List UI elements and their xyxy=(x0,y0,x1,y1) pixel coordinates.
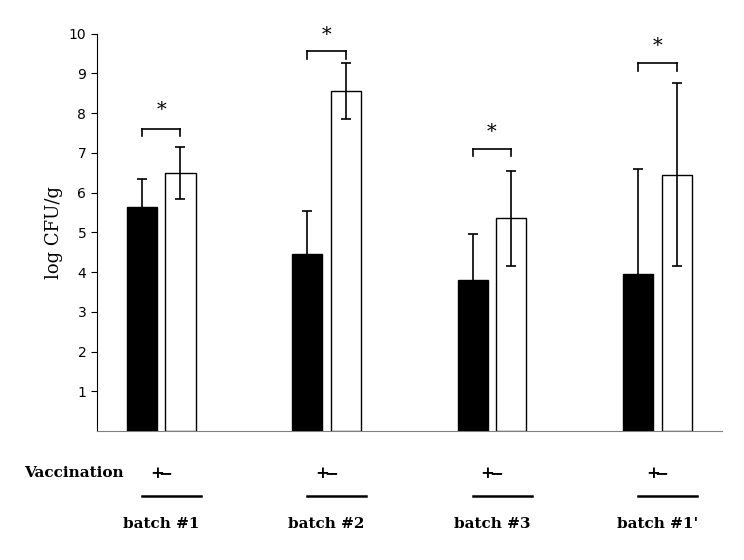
Text: −: − xyxy=(158,465,173,482)
Bar xyxy=(496,218,526,431)
Text: batch #3: batch #3 xyxy=(454,516,530,531)
Text: +: + xyxy=(646,465,660,482)
Text: *: * xyxy=(321,26,331,44)
Text: −: − xyxy=(324,465,338,482)
Text: *: * xyxy=(652,38,662,55)
Text: +: + xyxy=(315,465,329,482)
Bar xyxy=(331,91,361,431)
Text: batch #1': batch #1' xyxy=(617,516,698,531)
Text: *: * xyxy=(487,123,497,141)
Bar xyxy=(126,207,157,431)
Text: +: + xyxy=(150,465,164,482)
Text: −: − xyxy=(655,465,668,482)
Text: batch #2: batch #2 xyxy=(289,516,365,531)
Bar xyxy=(458,280,487,431)
Text: +: + xyxy=(481,465,495,482)
Bar xyxy=(623,274,653,431)
Y-axis label: log CFU/g: log CFU/g xyxy=(45,186,63,279)
Text: batch #1: batch #1 xyxy=(123,516,199,531)
Text: *: * xyxy=(156,101,166,119)
Bar xyxy=(661,175,692,431)
Bar xyxy=(165,172,196,431)
Text: −: − xyxy=(490,465,503,482)
Text: Vaccination: Vaccination xyxy=(24,466,124,480)
Bar xyxy=(292,254,322,431)
